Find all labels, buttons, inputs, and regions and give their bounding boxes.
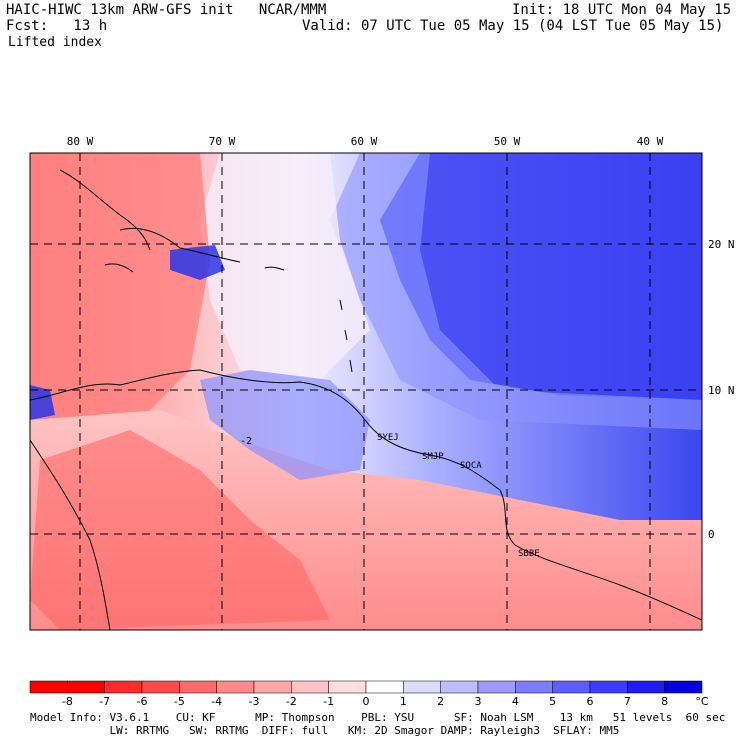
- colorbar-segment: [589, 680, 628, 694]
- latitude-labels: 20 N 10 N 0: [708, 238, 735, 541]
- colorbar-segment: [627, 680, 665, 694]
- colorbar-segment: [515, 680, 553, 694]
- lon-label-70w: 70 W: [209, 135, 236, 148]
- lat-label-20n: 20 N: [708, 238, 735, 251]
- colorbar-segment: [253, 680, 292, 694]
- caribbean-neutral-zone: [200, 153, 370, 380]
- colorbar-segment: [440, 680, 479, 694]
- colorbar-tick: -7: [99, 695, 111, 708]
- colorbar-tick: 1: [399, 695, 407, 708]
- colorbar-tick: -1: [323, 695, 335, 708]
- colorbar-segment: [141, 680, 180, 694]
- colorbar-tick: -3: [248, 695, 260, 708]
- model-info-line2: LW: RRTMG SW: RRTMG DIFF: full KM: 2D Sm…: [30, 724, 620, 737]
- forecast-hour: Fcst: 13 h: [6, 18, 108, 34]
- colorbar-tick: -4: [211, 695, 223, 708]
- stable-patch-pacific: [30, 385, 55, 420]
- stable-patch-hispaniola: [170, 245, 225, 280]
- colorbar-segment: [365, 680, 404, 694]
- colorbar-segment: [552, 680, 591, 694]
- colorbar-tick: 0: [362, 695, 370, 708]
- init-time: Init: 18 UTC Mon 04 May 15: [512, 2, 732, 18]
- stable-region-northeast: [380, 153, 702, 400]
- colorbar-tick: 3: [474, 695, 482, 708]
- colorbar-tick: 5: [549, 695, 557, 708]
- colorbar-segment: [67, 680, 105, 694]
- lat-label-eq: 0: [708, 528, 715, 541]
- model-title: HAIC-HIWC 13km ARW-GFS init NCAR/MMM: [6, 2, 327, 18]
- lon-label-60w: 60 W: [351, 135, 378, 148]
- station-markers: SYEJ SMJP SOCA SBBE: [377, 433, 540, 559]
- lat-label-10n: 10 N: [708, 384, 735, 397]
- coastlines: [30, 169, 702, 630]
- unstable-region-west: [30, 153, 210, 420]
- colorbar-tick: -2: [285, 695, 297, 708]
- colorbar-segment: [104, 680, 143, 694]
- colorbar-segment: [664, 680, 703, 694]
- colorbar-tick: -5: [173, 695, 185, 708]
- colorbar-segment: [291, 680, 329, 694]
- colorbar-tick: -6: [136, 695, 148, 708]
- colorbar: [29, 680, 703, 694]
- lat-lon-grid: [30, 153, 702, 630]
- contour-label: -2: [240, 436, 252, 447]
- colorbar-tick: 2: [437, 695, 445, 708]
- station-syej: SYEJ: [377, 433, 399, 443]
- lon-label-40w: 40 W: [637, 135, 664, 148]
- colorbar-segment: [328, 680, 367, 694]
- colorbar-segment: [216, 680, 255, 694]
- colorbar-segment: [29, 680, 68, 694]
- stable-band: [330, 153, 702, 430]
- colorbar-tick: 7: [623, 695, 631, 708]
- colorbar-tick: -8: [61, 695, 73, 708]
- colorbar-segment: [477, 680, 516, 694]
- longitude-labels: 80 W 70 W 60 W 50 W 40 W: [67, 135, 664, 148]
- colorbar-tick: 8: [661, 695, 669, 708]
- stable-patch-coast: [200, 370, 370, 480]
- field-name: Lifted index: [8, 35, 102, 50]
- valid-time: Valid: 07 UTC Tue 05 May 15 (04 LST Tue …: [302, 18, 724, 34]
- colorbar-tick: 4: [511, 695, 519, 708]
- colorbar-segment: [179, 680, 217, 694]
- station-soca: SOCA: [460, 461, 482, 471]
- unstable-core-south: [30, 430, 330, 630]
- colorbar-tick: 6: [586, 695, 594, 708]
- colorbar-segment: [403, 680, 441, 694]
- lon-label-80w: 80 W: [67, 135, 94, 148]
- station-sbbe: SBBE: [518, 549, 540, 559]
- model-info-line1: Model Info: V3.6.1 CU: KF MP: Thompson P…: [30, 711, 726, 724]
- colorbar-unit: °C: [695, 695, 709, 708]
- lon-label-50w: 50 W: [494, 135, 521, 148]
- map-frame: [29, 152, 703, 631]
- station-smjp: SMJP: [422, 452, 444, 462]
